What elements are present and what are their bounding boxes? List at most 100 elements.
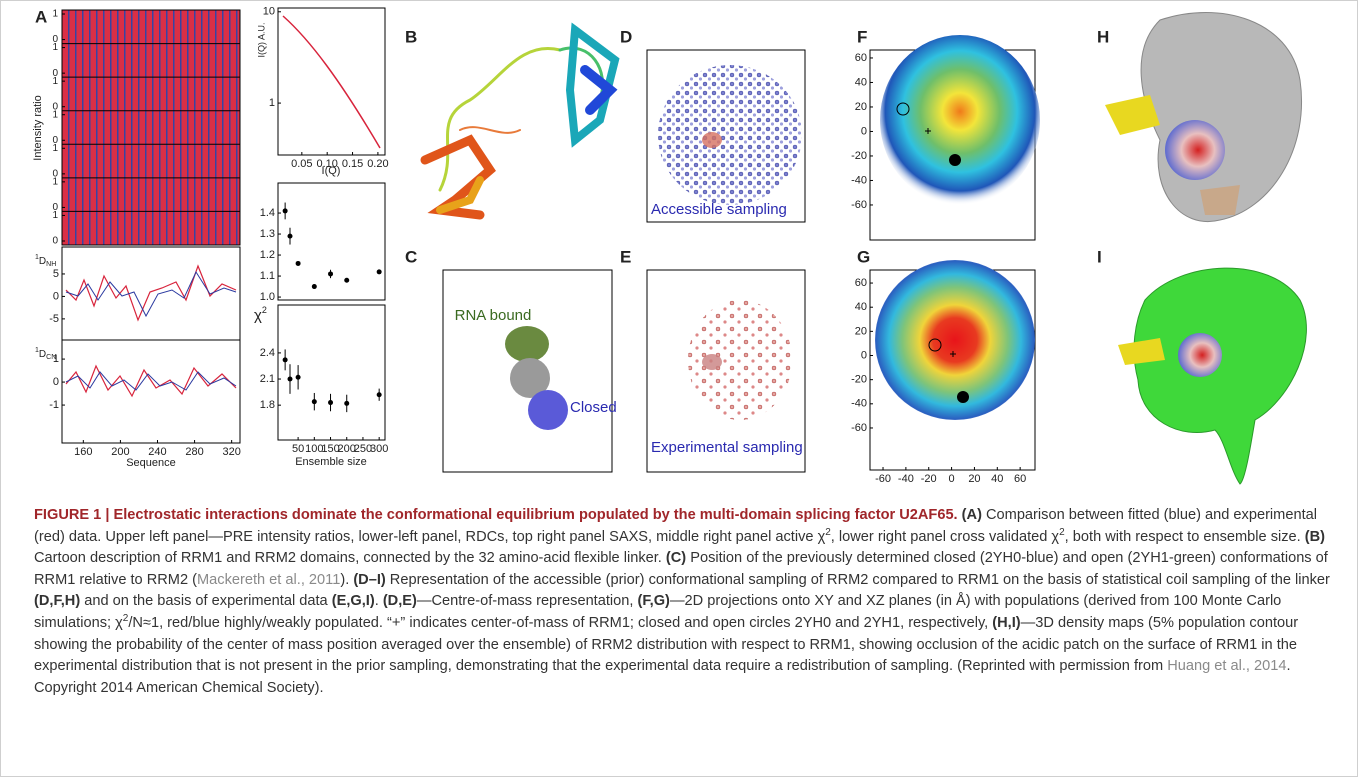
caption-bold: (D,E) xyxy=(382,593,417,610)
y-tick-label: 1 xyxy=(52,76,58,87)
panel-label: F xyxy=(857,27,867,46)
decor-line xyxy=(65,371,237,391)
y-tick-label: -60 xyxy=(851,422,867,434)
closed-marker xyxy=(896,102,910,116)
x-tick-label: 240 xyxy=(148,446,166,458)
panel-label: B xyxy=(405,27,417,46)
y-tick-label: 60 xyxy=(855,277,867,289)
x-tick-label: 200 xyxy=(338,443,356,455)
y-tick-label: 5 xyxy=(53,268,59,280)
y-tick-label: 1.3 xyxy=(260,228,275,240)
y-tick-label: 1 xyxy=(52,9,58,20)
caption-heading: FIGURE 1 | Electrostatic interactions do… xyxy=(34,507,958,523)
y-axis-label: χ2 xyxy=(254,305,267,324)
figure: RNA bound Closed Accessible sampling Exp… xyxy=(32,6,1307,485)
y-tick-label: 20 xyxy=(855,325,867,337)
panel-label: G xyxy=(857,247,870,266)
x-tick-label: 150 xyxy=(321,443,339,455)
caption-sup: 2 xyxy=(1059,526,1065,538)
y-tick-label: 1 xyxy=(52,42,58,53)
rdc-label: 1DCN xyxy=(35,347,56,361)
closed-marker xyxy=(928,338,942,352)
caption-normal: and on the basis of experimental data xyxy=(80,593,332,610)
y-tick-label: 0 xyxy=(52,68,58,79)
label-rna: RNA bound xyxy=(455,307,532,324)
y-tick-label: 0 xyxy=(53,376,59,388)
caption-sup: 2 xyxy=(825,526,831,538)
caption-normal: Position of the previously determined cl… xyxy=(34,550,1328,588)
point xyxy=(311,399,317,405)
y-tick-label: 1 xyxy=(52,109,58,120)
point xyxy=(282,357,288,363)
rrm2-domain xyxy=(510,358,550,398)
y-tick-label: 0 xyxy=(52,34,58,45)
rdc-label-part: CN xyxy=(46,354,56,361)
x-axis-label: Ensemble size xyxy=(295,456,367,468)
ribbon-illustration xyxy=(420,22,620,220)
x-tick-label: 300 xyxy=(370,443,388,455)
y-tick-label: -5 xyxy=(49,313,59,325)
saxs-box xyxy=(277,7,386,156)
caption-normal: , both with respect to ensemble size. xyxy=(1064,528,1305,545)
caption: FIGURE 1 | Electrostatic interactions do… xyxy=(34,505,1330,699)
heatmap xyxy=(880,35,1040,205)
point xyxy=(295,260,301,266)
x-tick-label: 160 xyxy=(74,446,92,458)
caption-bold: (A) xyxy=(957,507,982,523)
rdc-label-part: 1 xyxy=(35,347,39,354)
y-tick-label: 0 xyxy=(52,135,58,146)
y-tick-label: -20 xyxy=(851,374,867,386)
x-tick-label: 100 xyxy=(305,443,323,455)
y-tick-label: 1.4 xyxy=(260,207,275,219)
point xyxy=(295,374,301,380)
decor-line xyxy=(282,15,381,149)
y-tick-label: -40 xyxy=(851,174,867,186)
decor-line xyxy=(65,264,237,322)
scatter-cloud xyxy=(688,300,792,420)
y-tick-label: -1 xyxy=(49,399,59,411)
y-tick-label: 0 xyxy=(52,236,58,247)
y-tick-label: 2.4 xyxy=(260,347,275,359)
rdc-label-part: 1 xyxy=(35,254,39,261)
x-tick-label: 200 xyxy=(111,446,129,458)
decor-line xyxy=(65,270,237,318)
rrm1-marker xyxy=(702,354,722,370)
rdc-cn-box xyxy=(61,339,241,444)
point xyxy=(282,208,288,214)
x-tick-label: 0 xyxy=(949,473,955,485)
caption-normal: , lower right panel cross validated χ xyxy=(830,528,1060,545)
y-tick-label: 1 xyxy=(52,143,58,154)
y-tick-label: 1.1 xyxy=(260,270,275,282)
caption-link[interactable]: Huang et al., 2014 xyxy=(1167,658,1287,675)
x-tick-label: 0.20 xyxy=(367,158,388,170)
x-tick-label: -60 xyxy=(875,473,891,485)
chi-cv-box xyxy=(277,304,386,441)
x-tick-label: 0.15 xyxy=(342,158,363,170)
caption-normal: —Centre-of-mass representation, xyxy=(416,593,638,610)
x-tick-label: 20 xyxy=(968,473,980,485)
x-tick-label: 280 xyxy=(185,446,203,458)
y-tick-label: 1 xyxy=(53,353,59,365)
y-axis-label-part: χ xyxy=(254,307,262,324)
label-closed: Closed xyxy=(570,399,617,416)
caption-normal: ). xyxy=(340,571,354,588)
y-tick-label: 40 xyxy=(855,301,867,313)
panel-label: E xyxy=(620,247,631,266)
point xyxy=(376,392,382,398)
y-axis-label: I(Q) A.U. xyxy=(256,22,266,57)
caption-normal: /N≈1, red/blue highly/weakly populated. … xyxy=(128,614,993,631)
y-tick-label: 1.8 xyxy=(260,399,275,411)
y-tick-label: 0 xyxy=(861,125,867,137)
caption-normal: Comparison between fitted (blue) and exp… xyxy=(34,507,1317,545)
x-tick-label: 50 xyxy=(292,443,304,455)
y-axis-label-part: 2 xyxy=(262,305,267,315)
caption-link[interactable]: Mackereth et al., 2011 xyxy=(197,571,341,588)
rrm1-center xyxy=(925,128,931,134)
open-marker xyxy=(949,154,961,166)
y-tick-label: 0 xyxy=(52,101,58,112)
pre-strips xyxy=(61,9,241,246)
point xyxy=(287,376,293,382)
y-tick-label: 0 xyxy=(52,202,58,213)
caption-normal: Representation of the accessible (prior)… xyxy=(385,571,1330,588)
